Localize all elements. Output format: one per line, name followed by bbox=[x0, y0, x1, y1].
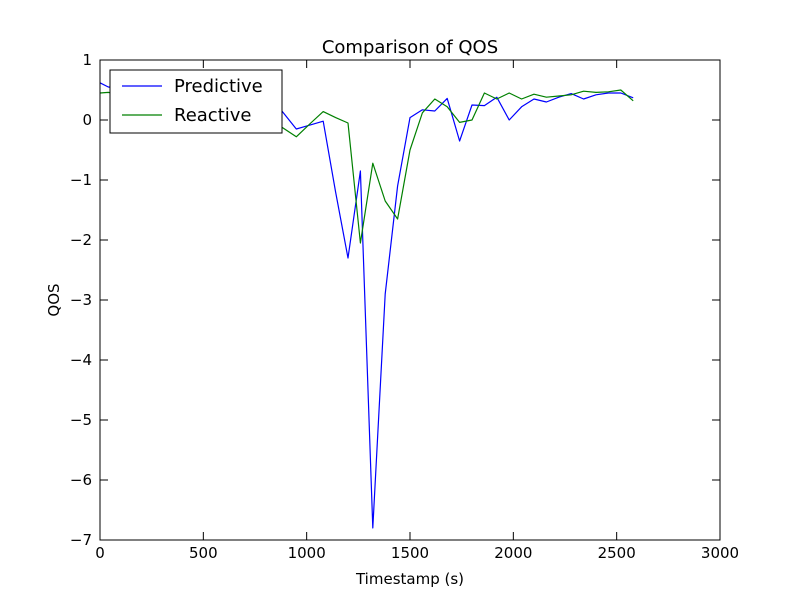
y-tick-label: 0 bbox=[82, 111, 92, 129]
legend-label-predictive: Predictive bbox=[174, 76, 263, 97]
x-tick-label: 500 bbox=[189, 544, 218, 562]
y-tick-label: −4 bbox=[70, 351, 92, 369]
y-axis-title: QOS bbox=[45, 283, 63, 316]
y-tick-label: 1 bbox=[82, 51, 92, 69]
series-line-predictive bbox=[99, 82, 634, 529]
y-tick-label: −7 bbox=[70, 531, 92, 549]
y-tick-label: −6 bbox=[70, 471, 92, 489]
legend: Predictive Reactive bbox=[109, 69, 283, 134]
y-tick-label: −2 bbox=[70, 231, 92, 249]
x-tick-label: 3000 bbox=[701, 544, 739, 562]
x-tick-label: 2000 bbox=[494, 544, 532, 562]
x-axis-title: Timestamp (s) bbox=[355, 570, 464, 588]
chart-title: Comparison of QOS bbox=[322, 37, 498, 58]
legend-label-reactive: Reactive bbox=[174, 105, 251, 126]
plot-frame bbox=[99, 59, 721, 541]
y-tick-label: −5 bbox=[70, 411, 92, 429]
y-tick-label: −3 bbox=[70, 291, 92, 309]
tick-layer: 0 500 1000 1500 2000 2500 3000 1 0 −1 −2 −3 −4 −5 −6 −7 bbox=[70, 51, 739, 562]
x-tick-label: 1000 bbox=[288, 544, 326, 562]
x-tick-label: 2500 bbox=[598, 544, 636, 562]
x-tick-label: 0 bbox=[95, 544, 105, 562]
x-tick-label: 1500 bbox=[391, 544, 429, 562]
legend-box bbox=[109, 69, 283, 134]
series-layer bbox=[99, 82, 634, 529]
series-line-reactive bbox=[99, 89, 634, 244]
y-tick-label: −1 bbox=[70, 171, 92, 189]
